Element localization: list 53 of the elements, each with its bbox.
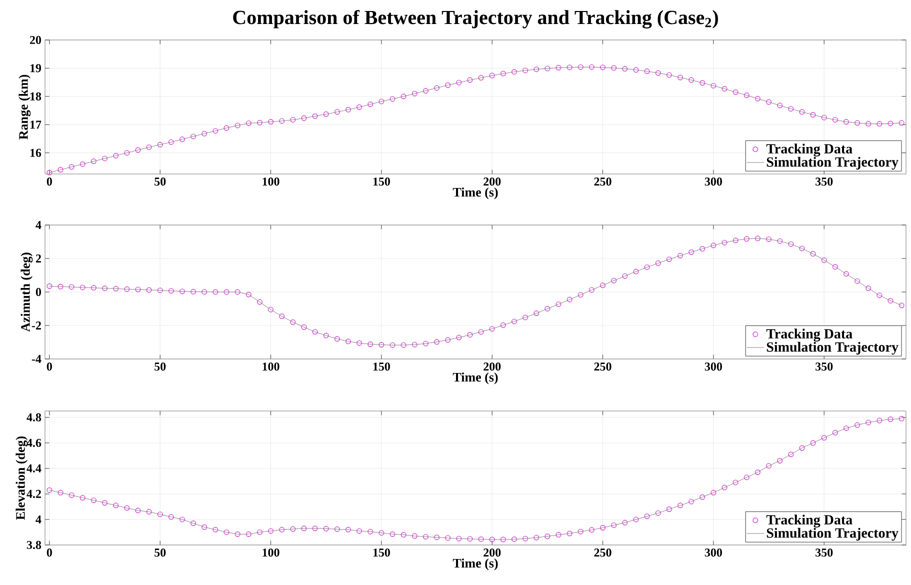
x-tick-label: 50 — [154, 362, 166, 371]
x-tick-label: 250 — [594, 548, 612, 557]
y-tick-label: 18 — [30, 92, 42, 100]
x-tick-label: 300 — [704, 362, 722, 371]
y-tick-label: 19 — [30, 64, 42, 72]
x-axis-title: Time (s) — [452, 558, 498, 570]
y-tick-label: 16 — [30, 148, 42, 157]
y-tick-label: 2 — [36, 254, 41, 262]
x-tick-label: 150 — [373, 178, 390, 186]
y-tick-label: 4.4 — [26, 464, 42, 472]
x-tick-label: 200 — [484, 178, 501, 186]
x-axis-title: Time (s) — [452, 372, 498, 384]
y-tick-label: 4.8 — [26, 413, 42, 422]
legend-label: Tracking Data — [766, 144, 852, 156]
x-tick-label: 150 — [373, 548, 390, 557]
x-tick-label: 300 — [704, 548, 722, 557]
x-tick-label: 350 — [816, 548, 833, 557]
x-tick-label: 0 — [46, 548, 52, 557]
legend-label: Tracking Data — [766, 514, 852, 528]
y-tick-label: -2 — [32, 322, 41, 330]
y-axis-title: Range (km) — [18, 74, 31, 140]
x-tick-label: 50 — [154, 178, 166, 186]
x-tick-label: 50 — [154, 548, 166, 557]
y-axis-title: Azimuth (deg) — [20, 252, 33, 332]
y-tick-label: -4 — [32, 355, 42, 363]
x-tick-label: 100 — [262, 178, 280, 186]
x-tick-label: 350 — [816, 178, 833, 186]
x-tick-label: 100 — [262, 362, 280, 371]
y-tick-label: 4.2 — [26, 490, 41, 498]
x-tick-label: 300 — [704, 178, 722, 186]
y-tick-label: 0 — [36, 288, 42, 296]
x-tick-label: 250 — [594, 178, 612, 186]
y-tick-label: 3.8 — [26, 540, 42, 550]
x-tick-label: 100 — [262, 548, 280, 557]
x-tick-label: 200 — [484, 548, 501, 557]
y-tick-label: 4 — [36, 221, 42, 229]
y-tick-label: 17 — [30, 120, 42, 129]
x-tick-label: 0 — [46, 362, 52, 371]
x-tick-label: 350 — [816, 362, 833, 371]
y-axis-title: Elevation (deg) — [16, 436, 28, 520]
y-tick-label: 4.6 — [26, 438, 42, 447]
x-tick-label: 250 — [594, 362, 612, 371]
x-tick-label: 150 — [373, 362, 390, 371]
legend-label: Simulation Trajectory — [766, 156, 898, 170]
x-tick-label: 200 — [484, 362, 501, 371]
y-tick-label: 20 — [30, 36, 42, 44]
legend-label: Simulation Trajectory — [766, 528, 898, 541]
y-tick-label: 4 — [36, 516, 42, 524]
x-tick-label: 0 — [46, 178, 52, 186]
x-axis-title: Time (s) — [452, 187, 498, 200]
chart-title: Comparison of Between Trajectory and Tracking (Case$_{2}$) — [233, 10, 718, 28]
legend-label: Tracking Data — [766, 328, 852, 342]
legend-label: Simulation Trajectory — [766, 342, 898, 355]
